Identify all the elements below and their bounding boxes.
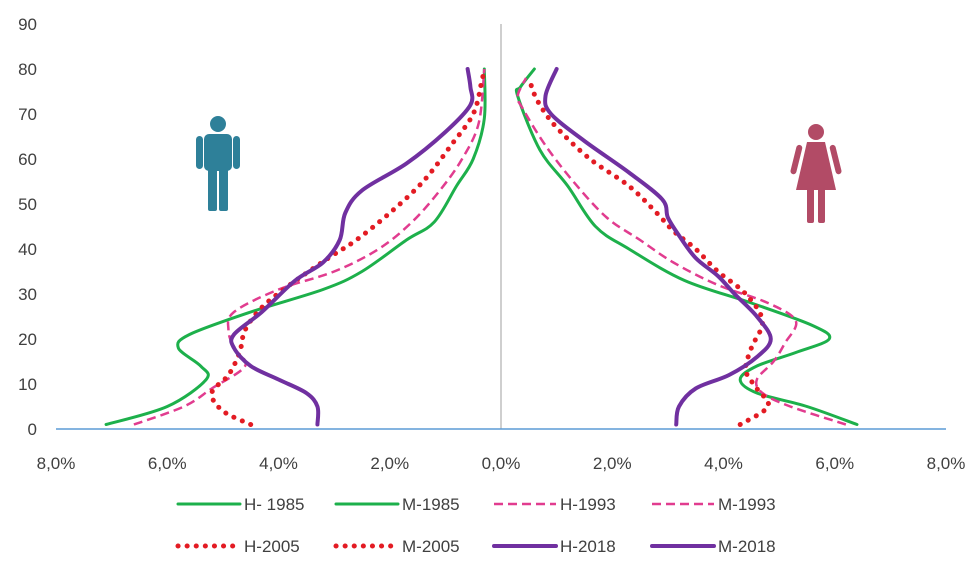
y-tick-label: 30 [18, 285, 37, 304]
series-line-h-2018 [229, 67, 475, 427]
legend-label: H-2018 [560, 537, 616, 556]
legend: H- 1985 M-1985 H-1993 M-1993 H-2005 M-2005 H-2… [175, 495, 776, 556]
x-tick-label: 8,0% [927, 454, 966, 473]
x-tick-label: 6,0% [815, 454, 854, 473]
x-tick-label: 6,0% [148, 454, 187, 473]
y-tick-label: 60 [18, 150, 37, 169]
series-lines [104, 66, 859, 427]
x-axis-ticks: 8,0% 6,0% 4,0% 2,0% 0,0% 2,0% 4,0% 6,0% 8,0% [37, 454, 966, 473]
y-tick-label: 80 [18, 60, 37, 79]
x-tick-label: 8,0% [37, 454, 76, 473]
legend-label: M-2005 [402, 537, 460, 556]
legend-label: H-2005 [244, 537, 300, 556]
male-figure-icon [196, 116, 240, 211]
x-tick-label: 2,0% [593, 454, 632, 473]
legend-label: H- 1985 [244, 495, 304, 514]
x-tick-label: 0,0% [482, 454, 521, 473]
legend-label: M-1985 [402, 495, 460, 514]
legend-label: M-1993 [718, 495, 776, 514]
series-line-h-1985 [104, 67, 487, 426]
series-line-m-1993 [516, 77, 847, 426]
series-line-m-2005 [528, 75, 771, 427]
female-figure-icon [790, 124, 842, 223]
y-tick-label: 20 [18, 330, 37, 349]
y-tick-label: 50 [18, 195, 37, 214]
y-tick-label: 10 [18, 375, 37, 394]
x-tick-label: 2,0% [370, 454, 409, 473]
y-axis-ticks: 0 10 20 30 40 50 60 70 80 90 [18, 15, 37, 439]
y-tick-label: 40 [18, 240, 37, 259]
series-line-m-1985 [514, 67, 859, 426]
series-line-h-1993 [133, 68, 486, 426]
x-tick-label: 4,0% [259, 454, 298, 473]
y-tick-label: 0 [28, 420, 37, 439]
series-line-m-2018 [543, 67, 773, 427]
legend-label: M-2018 [718, 537, 776, 556]
x-tick-label: 4,0% [704, 454, 743, 473]
series-line-h-2005 [209, 66, 487, 427]
legend-label: H-1993 [560, 495, 616, 514]
y-tick-label: 90 [18, 15, 37, 34]
y-tick-label: 70 [18, 105, 37, 124]
